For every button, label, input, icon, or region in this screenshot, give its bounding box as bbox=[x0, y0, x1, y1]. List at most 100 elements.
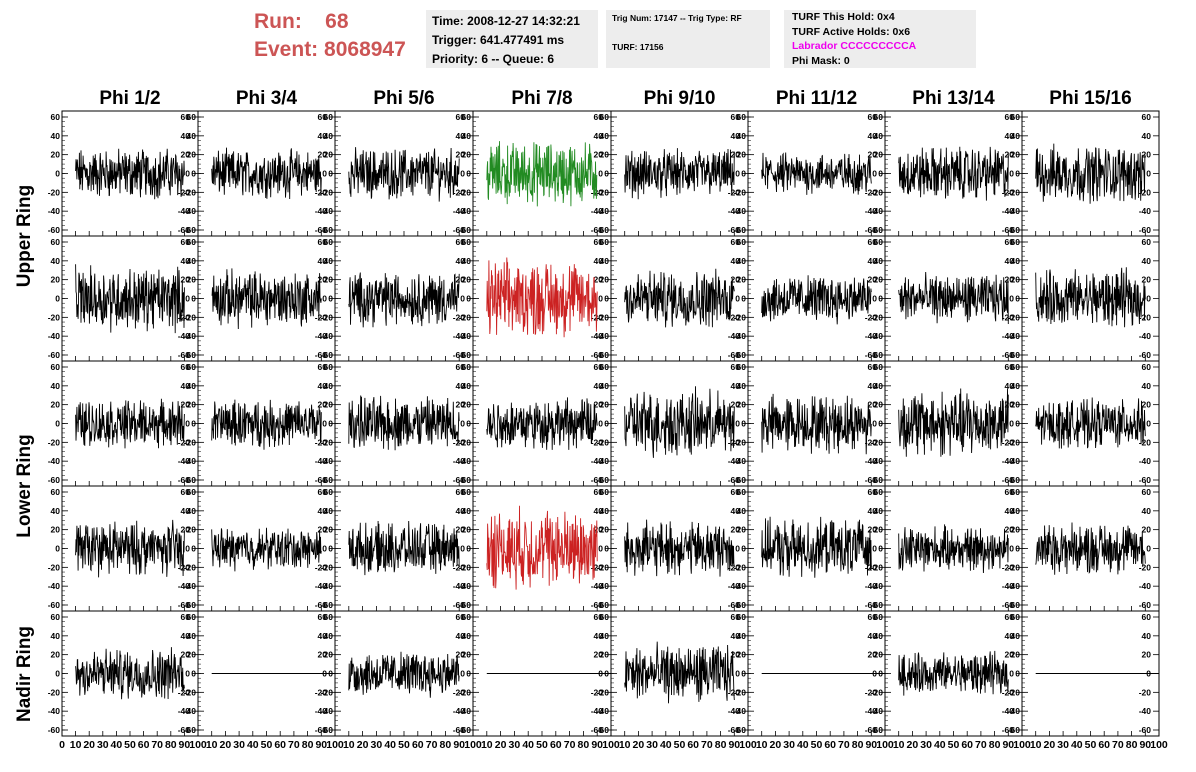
waveform-trace bbox=[348, 651, 460, 698]
y-tick-label: -40 bbox=[459, 206, 472, 216]
y-tick-label: 0 bbox=[878, 669, 883, 679]
y-tick-label: 20 bbox=[600, 525, 610, 535]
y-tick-label: 40 bbox=[1011, 631, 1021, 641]
y-tick-label: 60 bbox=[462, 362, 472, 372]
y-tick-label: 0 bbox=[328, 544, 333, 554]
waveform-trace bbox=[1035, 267, 1146, 328]
y-tick-label: -40 bbox=[178, 706, 191, 716]
y-tick-label: 60 bbox=[1005, 362, 1015, 372]
y-tick-label: -40 bbox=[734, 706, 747, 716]
y-tick-label: -20 bbox=[321, 437, 334, 447]
y-tick-label: 40 bbox=[324, 256, 334, 266]
y-tick-label: 60 bbox=[1011, 237, 1021, 247]
y-tick-label: 60 bbox=[874, 612, 884, 622]
y-tick-label: -40 bbox=[871, 331, 884, 341]
y-tick-label: 20 bbox=[318, 275, 328, 285]
x-tick-label: 10 bbox=[619, 739, 631, 751]
y-tick-label: 60 bbox=[874, 237, 884, 247]
x-tick-label: 90 bbox=[453, 739, 465, 751]
y-tick-label: 40 bbox=[1142, 131, 1152, 141]
y-tick-label: -60 bbox=[1002, 475, 1015, 485]
y-tick-label: 20 bbox=[874, 525, 884, 535]
y-tick-label: 20 bbox=[731, 650, 741, 660]
y-tick-label: 0 bbox=[185, 544, 190, 554]
y-tick-label: 0 bbox=[1009, 419, 1014, 429]
y-tick-label: 20 bbox=[181, 275, 191, 285]
y-tick-label: -20 bbox=[865, 312, 878, 322]
y-tick-label: -40 bbox=[1008, 456, 1021, 466]
y-tick-label: 0 bbox=[1146, 419, 1151, 429]
waveform-trace bbox=[75, 148, 185, 200]
y-tick-label: 40 bbox=[324, 131, 334, 141]
y-tick-label: -40 bbox=[184, 206, 197, 216]
y-tick-label: 0 bbox=[741, 669, 746, 679]
row-label: Lower Ring bbox=[14, 434, 35, 537]
x-tick-label: 60 bbox=[1098, 739, 1110, 751]
y-tick-label: -20 bbox=[178, 562, 191, 572]
y-tick-label: 20 bbox=[187, 400, 197, 410]
x-tick-label: 30 bbox=[233, 739, 245, 751]
y-tick-label: 40 bbox=[456, 381, 466, 391]
y-tick-label: 20 bbox=[737, 150, 747, 160]
y-tick-label: 40 bbox=[1005, 256, 1015, 266]
x-tick-label: 90 bbox=[865, 739, 877, 751]
y-tick-label: -60 bbox=[178, 725, 191, 735]
y-tick-label: 60 bbox=[737, 612, 747, 622]
y-tick-label: -20 bbox=[597, 437, 610, 447]
y-tick-label: -40 bbox=[591, 581, 604, 591]
y-tick-label: -60 bbox=[591, 350, 604, 360]
y-tick-label: 20 bbox=[600, 400, 610, 410]
y-tick-label: 60 bbox=[874, 362, 884, 372]
y-tick-label: -20 bbox=[1008, 562, 1021, 572]
x-tick-label: 30 bbox=[97, 739, 109, 751]
y-tick-label: 40 bbox=[731, 256, 741, 266]
y-tick-label: 40 bbox=[51, 506, 61, 516]
y-tick-label: 20 bbox=[874, 400, 884, 410]
y-tick-label: -20 bbox=[591, 187, 604, 197]
waveform-trace bbox=[75, 647, 185, 700]
x-tick-label: 80 bbox=[1126, 739, 1138, 751]
y-tick-label: 60 bbox=[456, 362, 466, 372]
y-tick-label: 60 bbox=[600, 237, 610, 247]
y-tick-label: 40 bbox=[1005, 506, 1015, 516]
y-tick-label: 0 bbox=[604, 669, 609, 679]
y-tick-label: 60 bbox=[874, 112, 884, 122]
waveform-trace bbox=[348, 272, 460, 328]
waveform-trace bbox=[211, 268, 322, 330]
y-tick-label: -60 bbox=[1008, 600, 1021, 610]
y-tick-label: -40 bbox=[734, 581, 747, 591]
y-tick-label: 20 bbox=[456, 275, 466, 285]
x-tick-label: 50 bbox=[536, 739, 548, 751]
y-tick-label: 60 bbox=[181, 362, 191, 372]
x-tick-label: 90 bbox=[1002, 739, 1014, 751]
y-tick-label: 40 bbox=[181, 506, 191, 516]
y-tick-label: -60 bbox=[1139, 225, 1152, 235]
y-tick-label: -60 bbox=[865, 475, 878, 485]
x-tick-label: 100 bbox=[1013, 739, 1031, 751]
y-tick-label: -20 bbox=[321, 562, 334, 572]
column-header: Phi 5/6 bbox=[373, 88, 434, 109]
y-tick-label: 40 bbox=[737, 506, 747, 516]
y-tick-label: -40 bbox=[728, 706, 741, 716]
y-tick-label: 0 bbox=[191, 544, 196, 554]
y-tick-label: 0 bbox=[872, 169, 877, 179]
y-tick-label: 40 bbox=[181, 256, 191, 266]
y-tick-label: 60 bbox=[737, 362, 747, 372]
y-tick-label: -60 bbox=[1002, 225, 1015, 235]
waveform-trace bbox=[898, 388, 1009, 457]
y-tick-label: 0 bbox=[328, 419, 333, 429]
y-tick-label: 40 bbox=[594, 131, 604, 141]
y-tick-label: 60 bbox=[874, 487, 884, 497]
y-tick-label: 40 bbox=[462, 256, 472, 266]
y-tick-label: -20 bbox=[184, 187, 197, 197]
y-tick-label: 60 bbox=[1005, 112, 1015, 122]
y-tick-label: 40 bbox=[1005, 131, 1015, 141]
y-tick-label: 60 bbox=[324, 487, 334, 497]
y-tick-label: -20 bbox=[734, 562, 747, 572]
y-tick-label: 20 bbox=[594, 650, 604, 660]
y-tick-label: 0 bbox=[1146, 169, 1151, 179]
x-tick-label: 30 bbox=[1057, 739, 1069, 751]
y-tick-label: 20 bbox=[1011, 525, 1021, 535]
y-tick-label: -60 bbox=[865, 350, 878, 360]
y-tick-label: 60 bbox=[456, 237, 466, 247]
